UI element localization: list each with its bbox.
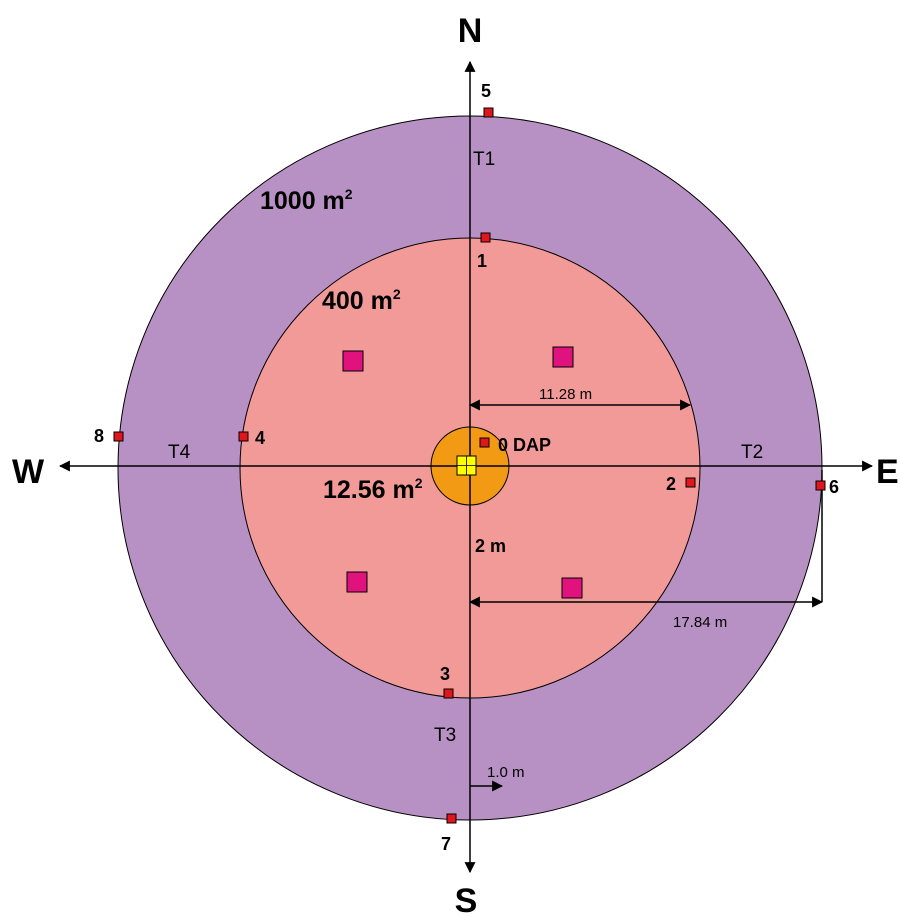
outer-area-label: 1000 m2 (260, 186, 353, 215)
marker-2 (685, 477, 696, 488)
marker-4 (238, 431, 249, 442)
south-label: S (455, 882, 478, 917)
outer-radius-label: 17.84 m (673, 614, 727, 631)
marker-1 (480, 232, 491, 243)
offset-label: 1.0 m (487, 764, 525, 781)
point-label-1: 1 (477, 251, 487, 271)
subplot-se (561, 577, 583, 599)
subplot-nw (342, 350, 364, 372)
marker-6 (815, 480, 826, 491)
middle-area-label: 400 m2 (322, 286, 401, 315)
marker-0 (479, 437, 490, 448)
transect-t3: T3 (434, 725, 456, 746)
transect-t1: T1 (473, 149, 495, 170)
point-label-4: 4 (255, 428, 265, 448)
point-label-7: 7 (441, 834, 451, 854)
point-label-3: 3 (440, 664, 450, 684)
middle-radius-label: 11.28 m (539, 386, 592, 403)
point-label-2: 2 (666, 474, 676, 494)
marker-7 (446, 813, 457, 824)
inner-radius-label: 2 m (475, 536, 506, 556)
north-label: N (458, 12, 483, 50)
subplot-ne (552, 346, 574, 368)
point-label-8: 8 (94, 426, 104, 446)
point-label-0: 0 DAP (498, 435, 551, 455)
transect-t4: T4 (168, 442, 191, 463)
point-label-6: 6 (829, 477, 839, 497)
marker-5 (483, 107, 494, 118)
subplot-sw (346, 571, 368, 593)
marker-3 (443, 688, 454, 699)
transect-t2: T2 (741, 442, 763, 463)
point-label-5: 5 (481, 81, 491, 101)
west-label: W (12, 453, 45, 491)
east-label: E (876, 453, 899, 491)
marker-8 (113, 431, 124, 442)
inner-area-label: 12.56 m2 (323, 475, 423, 504)
